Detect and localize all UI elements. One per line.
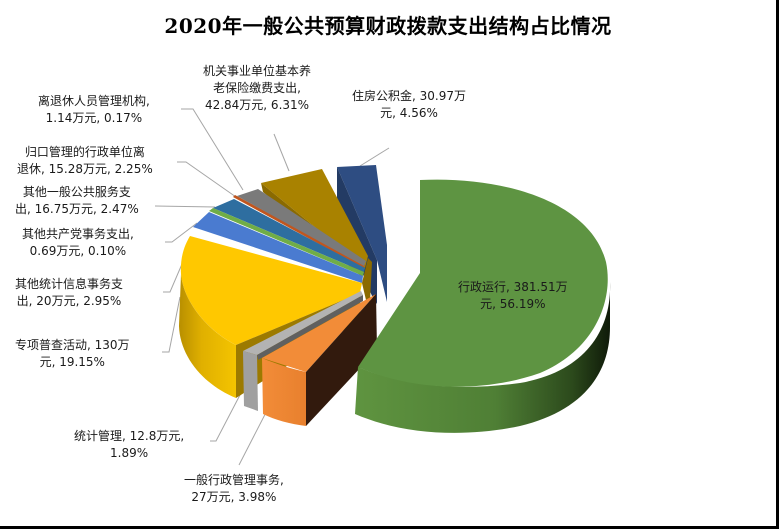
leader-line-zhuanxiang (162, 296, 181, 353)
leader-line-yibangonggong (154, 205, 216, 208)
chart-title: 2020年一般公共预算财政拨款支出结构占比情况 (164, 14, 612, 38)
leader-lines (154, 108, 390, 466)
data-label-zhufang: 住房公积金, 30.97万 元, 4.56% (352, 89, 466, 120)
leader-line-zhufang (359, 147, 390, 167)
leader-line-guikou (177, 161, 237, 198)
slice-guikou[interactable] (237, 189, 366, 266)
data-label-gongchandang: 其他共产党事务支出, 0.69万元, 0.10% (22, 227, 134, 258)
leader-line-tongji (210, 392, 242, 442)
leader-line-yanglao (273, 133, 290, 172)
slice-xingzheng[interactable] (355, 179, 611, 433)
data-label-zhuanxiang: 专项普查活动, 130万 元, 19.15% (15, 338, 130, 369)
leader-line-gongchandang (165, 222, 198, 243)
data-label-yibangonggong: 其他一般公共服务支 出, 16.75万元, 2.47% (15, 185, 139, 216)
slice-yiban[interactable] (262, 294, 377, 426)
data-label-guikou: 归口管理的行政单位离 退休, 15.28万元, 2.25% (17, 145, 153, 176)
slice-tongji[interactable] (243, 291, 363, 411)
data-label-qitatongji: 其他统计信息事务支 出, 20万元, 2.95% (15, 277, 124, 308)
leader-line-qitatongji (163, 256, 186, 293)
slice-qitatongji[interactable] (193, 212, 363, 283)
slice-gongchandang[interactable] (209, 208, 364, 276)
data-label-yiban: 一般行政管理事务, 27万元, 3.98% (184, 473, 284, 504)
data-label-yanglao: 机关事业单位基本养 老保险缴费支出, 42.84万元, 6.31% (203, 64, 312, 112)
slice-lituixiu[interactable] (233, 195, 365, 268)
leader-line-lituixiu (181, 108, 244, 191)
data-label-lituixiu: 离退休人员管理机构, 1.14万元, 0.17% (38, 94, 150, 125)
slice-yibangonggong[interactable] (213, 199, 365, 272)
data-label-xingzheng: 行政运行, 381.51万 元, 56.19% (458, 280, 568, 311)
data-label-tongji: 统计管理, 12.8万元, 1.89% (74, 429, 185, 460)
